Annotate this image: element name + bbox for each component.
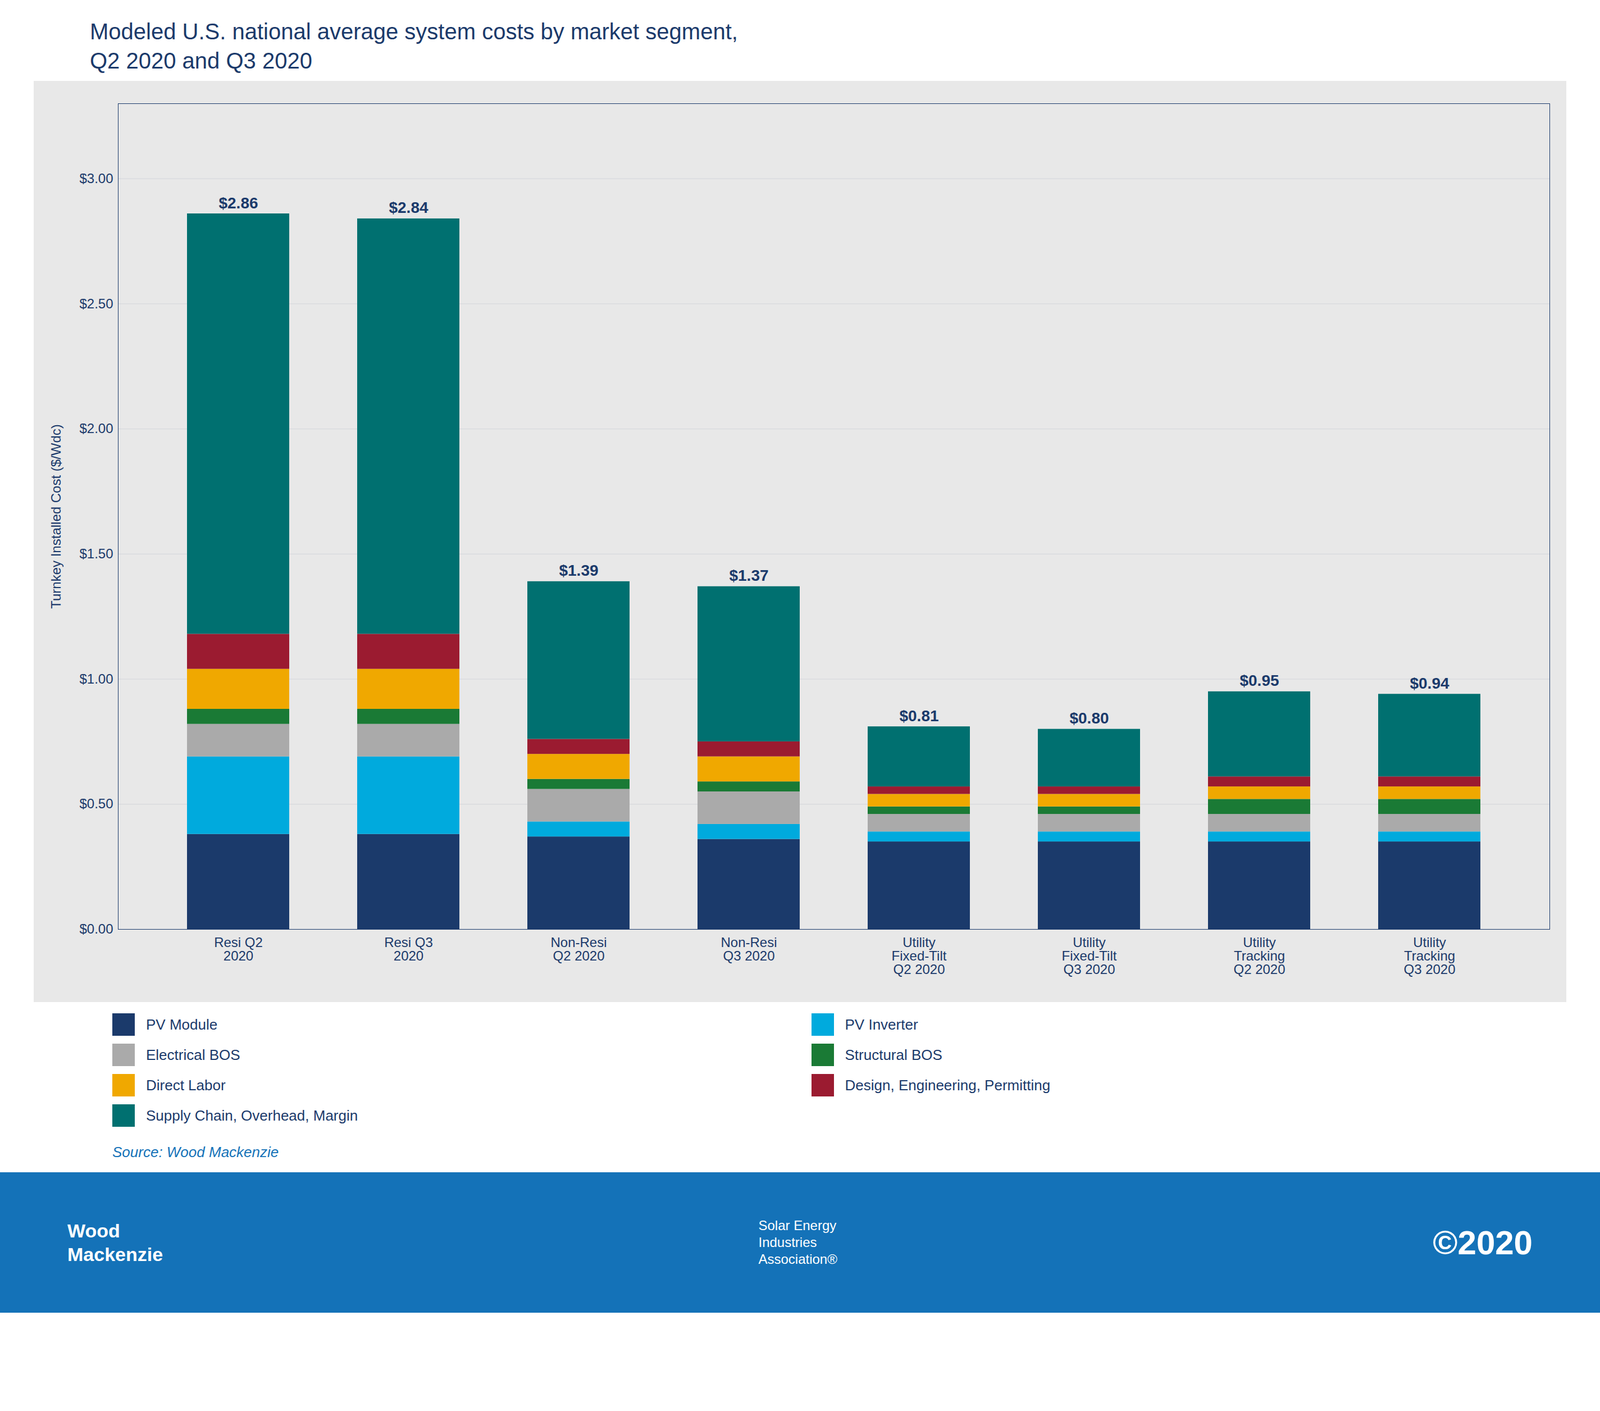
svg-text:$0.81: $0.81 xyxy=(899,707,939,725)
svg-text:$1.00: $1.00 xyxy=(79,671,113,687)
svg-text:$0.94: $0.94 xyxy=(1409,674,1449,692)
html-text:Structural BOS: Structural BOS xyxy=(844,1045,943,1063)
html-text:Wood Mackenzie: Wood Mackenzie xyxy=(67,1219,163,1265)
svg-text:$2.00: $2.00 xyxy=(79,420,113,436)
svg-text:$3.00: $3.00 xyxy=(79,170,113,186)
html-text:Supply Chain, Overhead, Margin: Supply Chain, Overhead, Margin xyxy=(146,1106,358,1124)
html-text:©2020: ©2020 xyxy=(1432,1223,1533,1262)
svg-text:Non-ResiQ3 2020: Non-ResiQ3 2020 xyxy=(720,934,777,964)
svg-text:$1.37: $1.37 xyxy=(728,566,769,585)
html-text:Design, Engineering, Permittin: Design, Engineering, Permitting xyxy=(844,1076,1051,1094)
svg-text:Resi Q32020: Resi Q32020 xyxy=(384,934,433,964)
svg-text:$0.95: $0.95 xyxy=(1239,671,1279,690)
html-text:Electrical BOS: Electrical BOS xyxy=(146,1045,241,1063)
svg-text:$2.86: $2.86 xyxy=(218,194,258,212)
svg-text:$0.00: $0.00 xyxy=(79,921,113,937)
html-text:Direct Labor: Direct Labor xyxy=(146,1076,226,1094)
svg-text:Non-ResiQ2 2020: Non-ResiQ2 2020 xyxy=(550,934,607,964)
svg-text:UtilityTrackingQ3 2020: UtilityTrackingQ3 2020 xyxy=(1403,934,1456,977)
svg-text:UtilityFixed-TiltQ2 2020: UtilityFixed-TiltQ2 2020 xyxy=(891,934,947,977)
html-text:Source: Wood Mackenzie: Source: Wood Mackenzie xyxy=(112,1143,279,1161)
svg-text:$2.50: $2.50 xyxy=(79,295,113,312)
html-text:PV Module: PV Module xyxy=(146,1015,218,1033)
svg-text:$0.50: $0.50 xyxy=(79,795,113,811)
html-text:Modeled U.S. national average: Modeled U.S. national average system cos… xyxy=(89,19,738,74)
svg-text:UtilityFixed-TiltQ3 2020: UtilityFixed-TiltQ3 2020 xyxy=(1061,934,1118,977)
svg-text:Turnkey Installed Cost ($/Wdc): Turnkey Installed Cost ($/Wdc) xyxy=(48,424,64,609)
html-text:PV Inverter: PV Inverter xyxy=(844,1015,918,1033)
svg-text:Resi Q22020: Resi Q22020 xyxy=(213,934,263,964)
html-text:Solar Energy Industries Associ: Solar Energy Industries Association® xyxy=(758,1217,838,1267)
svg-text:UtilityTrackingQ2 2020: UtilityTrackingQ2 2020 xyxy=(1233,934,1285,977)
svg-text:$1.39: $1.39 xyxy=(558,561,599,580)
svg-text:$2.84: $2.84 xyxy=(388,198,428,217)
svg-text:$1.50: $1.50 xyxy=(79,545,113,562)
svg-text:$0.80: $0.80 xyxy=(1069,709,1109,727)
